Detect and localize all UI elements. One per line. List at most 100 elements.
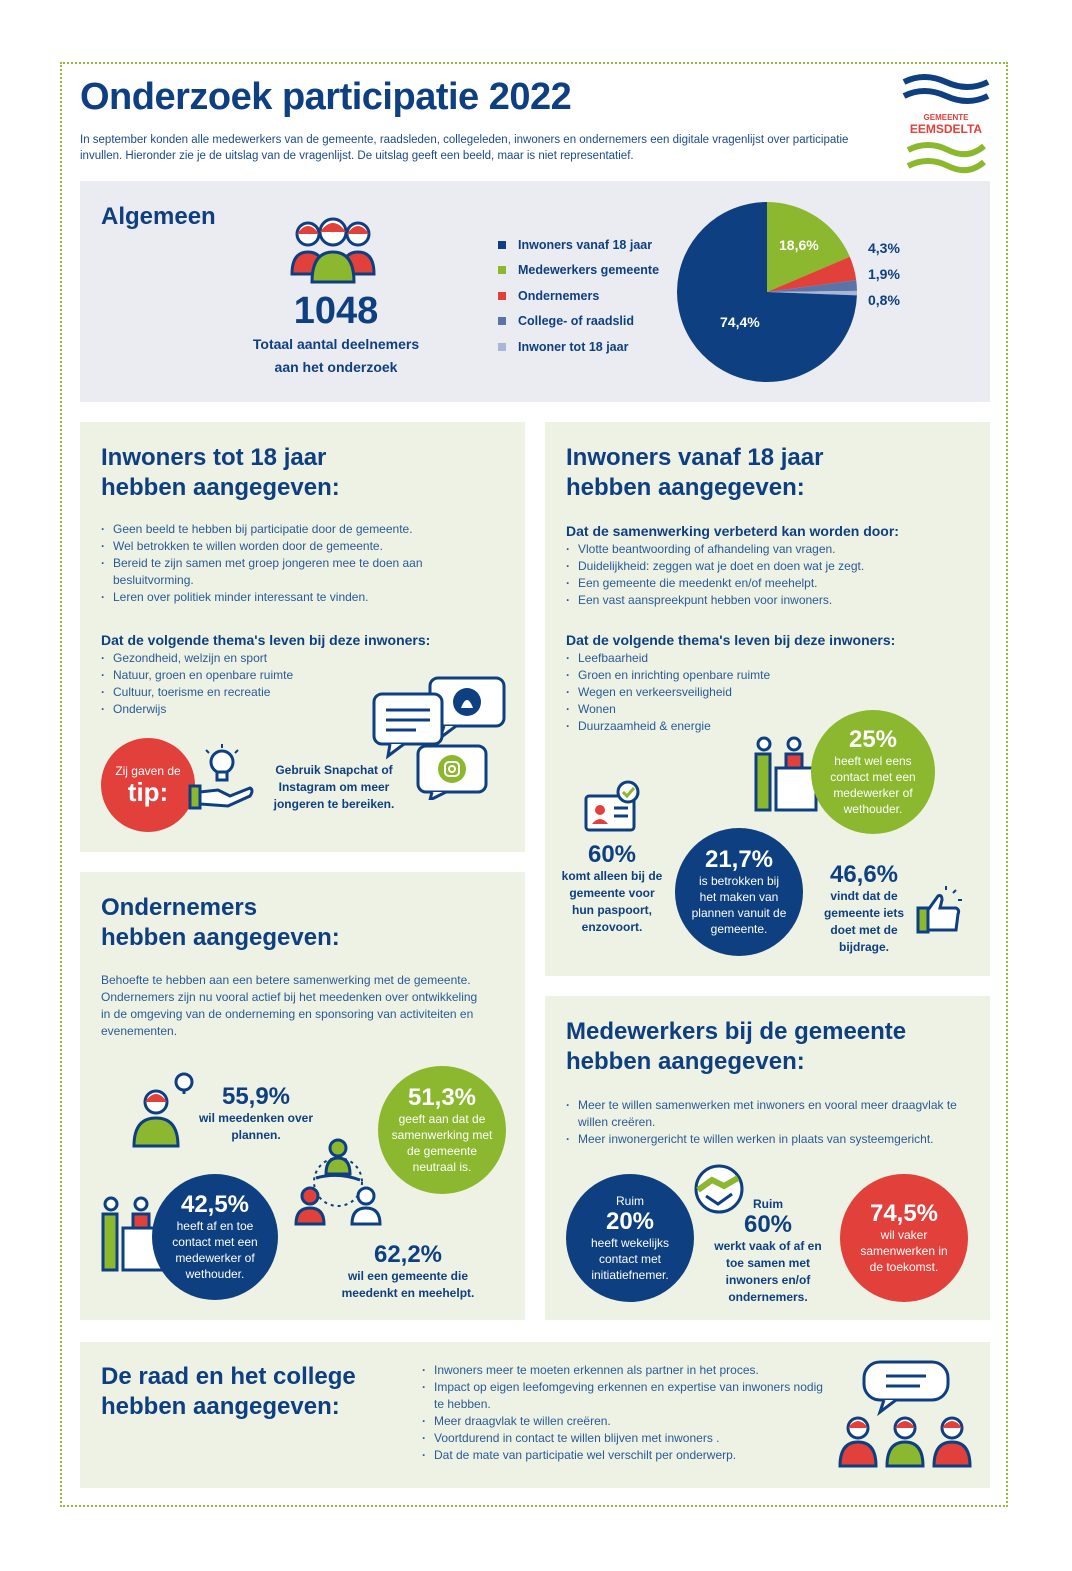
- legend-item: College- of raadslid: [498, 309, 659, 335]
- stat-217-circle: 21,7% is betrokken bij het maken van pla…: [675, 828, 803, 956]
- medew-title: Medewerkers bij de gemeente hebben aange…: [566, 1017, 966, 1077]
- stat-20-pre: Ruim: [615, 1194, 644, 1208]
- list-item: Meer inwonergericht te willen werken in …: [566, 1131, 971, 1148]
- stat-20-text: heeft wekelijks contact met initiatiefne…: [590, 1236, 670, 1282]
- medew-title-line2: hebben aangegeven:: [566, 1048, 805, 1075]
- stat-217-text: is betrokken bij het maken van plannen v…: [691, 874, 787, 936]
- pie-slice: [677, 202, 857, 382]
- total-label-2: aan het onderzoek: [274, 359, 398, 375]
- lightbulb-hand-icon: [188, 744, 254, 810]
- jong-title-line2: hebben aangegeven:: [101, 474, 340, 501]
- list-item: Meer draagvlak te willen creëren.: [422, 1413, 834, 1430]
- stat-466: 46,6% vindt dat de gemeente iets doet me…: [812, 862, 916, 956]
- ondern-title-line2: hebben aangegeven:: [101, 924, 340, 951]
- pie-slice: [767, 290, 857, 296]
- list-item: Groen en inrichting openbare ruimte: [566, 667, 826, 684]
- stat-513-circle: 51,3% geeft aan dat de samenwerking met …: [378, 1066, 506, 1194]
- legend-item: Inwoners vanaf 18 jaar: [498, 232, 659, 258]
- pie-label-inwoners: 74,4%: [720, 314, 760, 330]
- list-item: Wonen: [566, 701, 826, 718]
- ondern-title-line1: Ondernemers: [101, 894, 258, 921]
- council-group-chat-icon: [838, 1360, 972, 1468]
- logo-waves-icon: [902, 74, 990, 174]
- tip-small: Zij gaven de: [115, 764, 181, 778]
- list-item: Voortdurend in contact te willen blijven…: [422, 1430, 834, 1447]
- jong-list: Geen beeld te hebben bij participatie do…: [101, 521, 491, 606]
- id-card-icon: [584, 780, 640, 832]
- list-item: Wegen en verkeersveiligheid: [566, 684, 826, 701]
- stat-20-value: 20%: [605, 1208, 655, 1235]
- intro-text: In september konden alle medewerkers van…: [80, 134, 849, 162]
- pie-slice: [767, 280, 857, 292]
- legend-swatch: [498, 342, 506, 351]
- list-item: Wel betrokken te willen worden door de g…: [101, 538, 491, 555]
- list-item: Een gemeente die meedenkt en/of meehelpt…: [566, 575, 966, 592]
- page-border: [60, 62, 1008, 1507]
- pie-label-jong: 0,8%: [868, 292, 900, 308]
- algemeen-title: Algemeen: [101, 203, 216, 230]
- pie-legend: Inwoners vanaf 18 jaar Medewerkers gemee…: [498, 232, 659, 360]
- participants-pie-chart: [677, 202, 857, 382]
- stat-622: 62,2% wil een gemeente die meedenkt en m…: [318, 1242, 498, 1302]
- legend-swatch: [498, 291, 506, 300]
- stat-25-value: 25%: [848, 726, 898, 753]
- tip-big: tip:: [127, 777, 169, 807]
- volw-themes-list: Leefbaarheid Groen en inrichting openbar…: [566, 650, 826, 735]
- stat-60-medew-text: werkt vaak of af en toe samen met inwone…: [714, 1239, 822, 1304]
- legend-label: Inwoners vanaf 18 jaar: [518, 237, 653, 252]
- tip-text: Gebruik Snapchat of Instagram om meer jo…: [273, 763, 395, 811]
- stat-60-medew-pre: Ruim: [753, 1197, 783, 1211]
- jong-title-line1: Inwoners tot 18 jaar: [101, 444, 327, 471]
- stat-60-volw-text: komt alleen bij de gemeente voor hun pas…: [561, 869, 663, 934]
- pie-slice: [767, 256, 857, 292]
- pie-slice: [767, 202, 850, 292]
- handshake-icon: [694, 1164, 744, 1214]
- pie-label-medewerkers: 18,6%: [779, 237, 819, 253]
- list-item: Dat de mate van participatie wel verschi…: [422, 1447, 834, 1464]
- stat-622-text: wil een gemeente die meedenkt en meehelp…: [341, 1269, 475, 1300]
- list-item: Cultuur, toerisme en recreatie: [101, 684, 361, 701]
- ondern-title: Ondernemers hebben aangegeven:: [101, 893, 501, 953]
- volw-title-line2: hebben aangegeven:: [566, 474, 805, 501]
- list-item: Een vast aanspreekpunt hebben voor inwon…: [566, 592, 966, 609]
- jong-themes-title: Dat de volgende thema's leven bij deze i…: [101, 632, 431, 648]
- legend-item: Ondernemers: [498, 283, 659, 309]
- total-label-1: Totaal aantal deelnemers: [252, 336, 420, 352]
- legend-swatch: [498, 317, 506, 326]
- logo: GEMEENTE EEMSDELTA: [900, 72, 992, 178]
- legend-item: Inwoner tot 18 jaar: [498, 334, 659, 360]
- list-item: Vlotte beantwoording of afhandeling van …: [566, 541, 966, 558]
- list-item: Bereid te zijn samen met groep jongeren …: [101, 555, 491, 589]
- stat-425-value: 42,5%: [180, 1191, 250, 1218]
- stat-425-circle: 42,5% heeft af en toe contact met een me…: [152, 1174, 278, 1300]
- logo-small-text: GEMEENTE: [923, 113, 969, 122]
- list-item: Inwoners meer te moeten erkennen als par…: [422, 1362, 834, 1379]
- legend-swatch: [498, 240, 506, 249]
- stat-559-text: wil meedenken over plannen.: [198, 1111, 314, 1142]
- logo-big-text: EEMSDELTA: [909, 122, 983, 136]
- list-item: Geen beeld te hebben bij participatie do…: [101, 521, 491, 538]
- legend-item: Medewerkers gemeente: [498, 258, 659, 284]
- list-item: Leren over politiek minder interessant t…: [101, 589, 491, 606]
- counter-meeting-icon: [754, 736, 818, 812]
- stat-513-text: geeft aan dat de samenwerking met de gem…: [391, 1112, 493, 1174]
- stat-25-text: heeft wel eens contact met een medewerke…: [830, 754, 916, 816]
- stat-60-medew: Ruim 60% werkt vaak of af en toe samen m…: [706, 1196, 830, 1306]
- raad-title: De raad en het college hebben aangegeven…: [101, 1362, 401, 1422]
- list-item: Impact op eigen leefomgeving erkennen en…: [422, 1379, 834, 1413]
- list-item: Natuur, groen en openbare ruimte: [101, 667, 361, 684]
- pie-label-ondernemers: 4,3%: [868, 240, 900, 256]
- stat-622-value: 62,2%: [373, 1241, 443, 1268]
- list-item: Leefbaarheid: [566, 650, 826, 667]
- stat-60-volw-value: 60%: [587, 841, 637, 868]
- stat-559-value: 55,9%: [221, 1083, 291, 1110]
- stat-466-value: 46,6%: [829, 861, 899, 888]
- jong-themes-list: Gezondheid, welzijn en sport Natuur, gro…: [101, 650, 361, 718]
- legend-swatch: [498, 266, 506, 275]
- list-item: Gezondheid, welzijn en sport: [101, 650, 361, 667]
- volw-themes-title: Dat de volgende thema's leven bij deze i…: [566, 632, 896, 648]
- page-title: Onderzoek participatie 2022: [80, 76, 572, 118]
- medew-list: Meer te willen samenwerken met inwoners …: [566, 1097, 971, 1148]
- raad-title-line1: De raad en het college: [101, 1363, 356, 1390]
- thumbs-up-icon: [916, 886, 962, 934]
